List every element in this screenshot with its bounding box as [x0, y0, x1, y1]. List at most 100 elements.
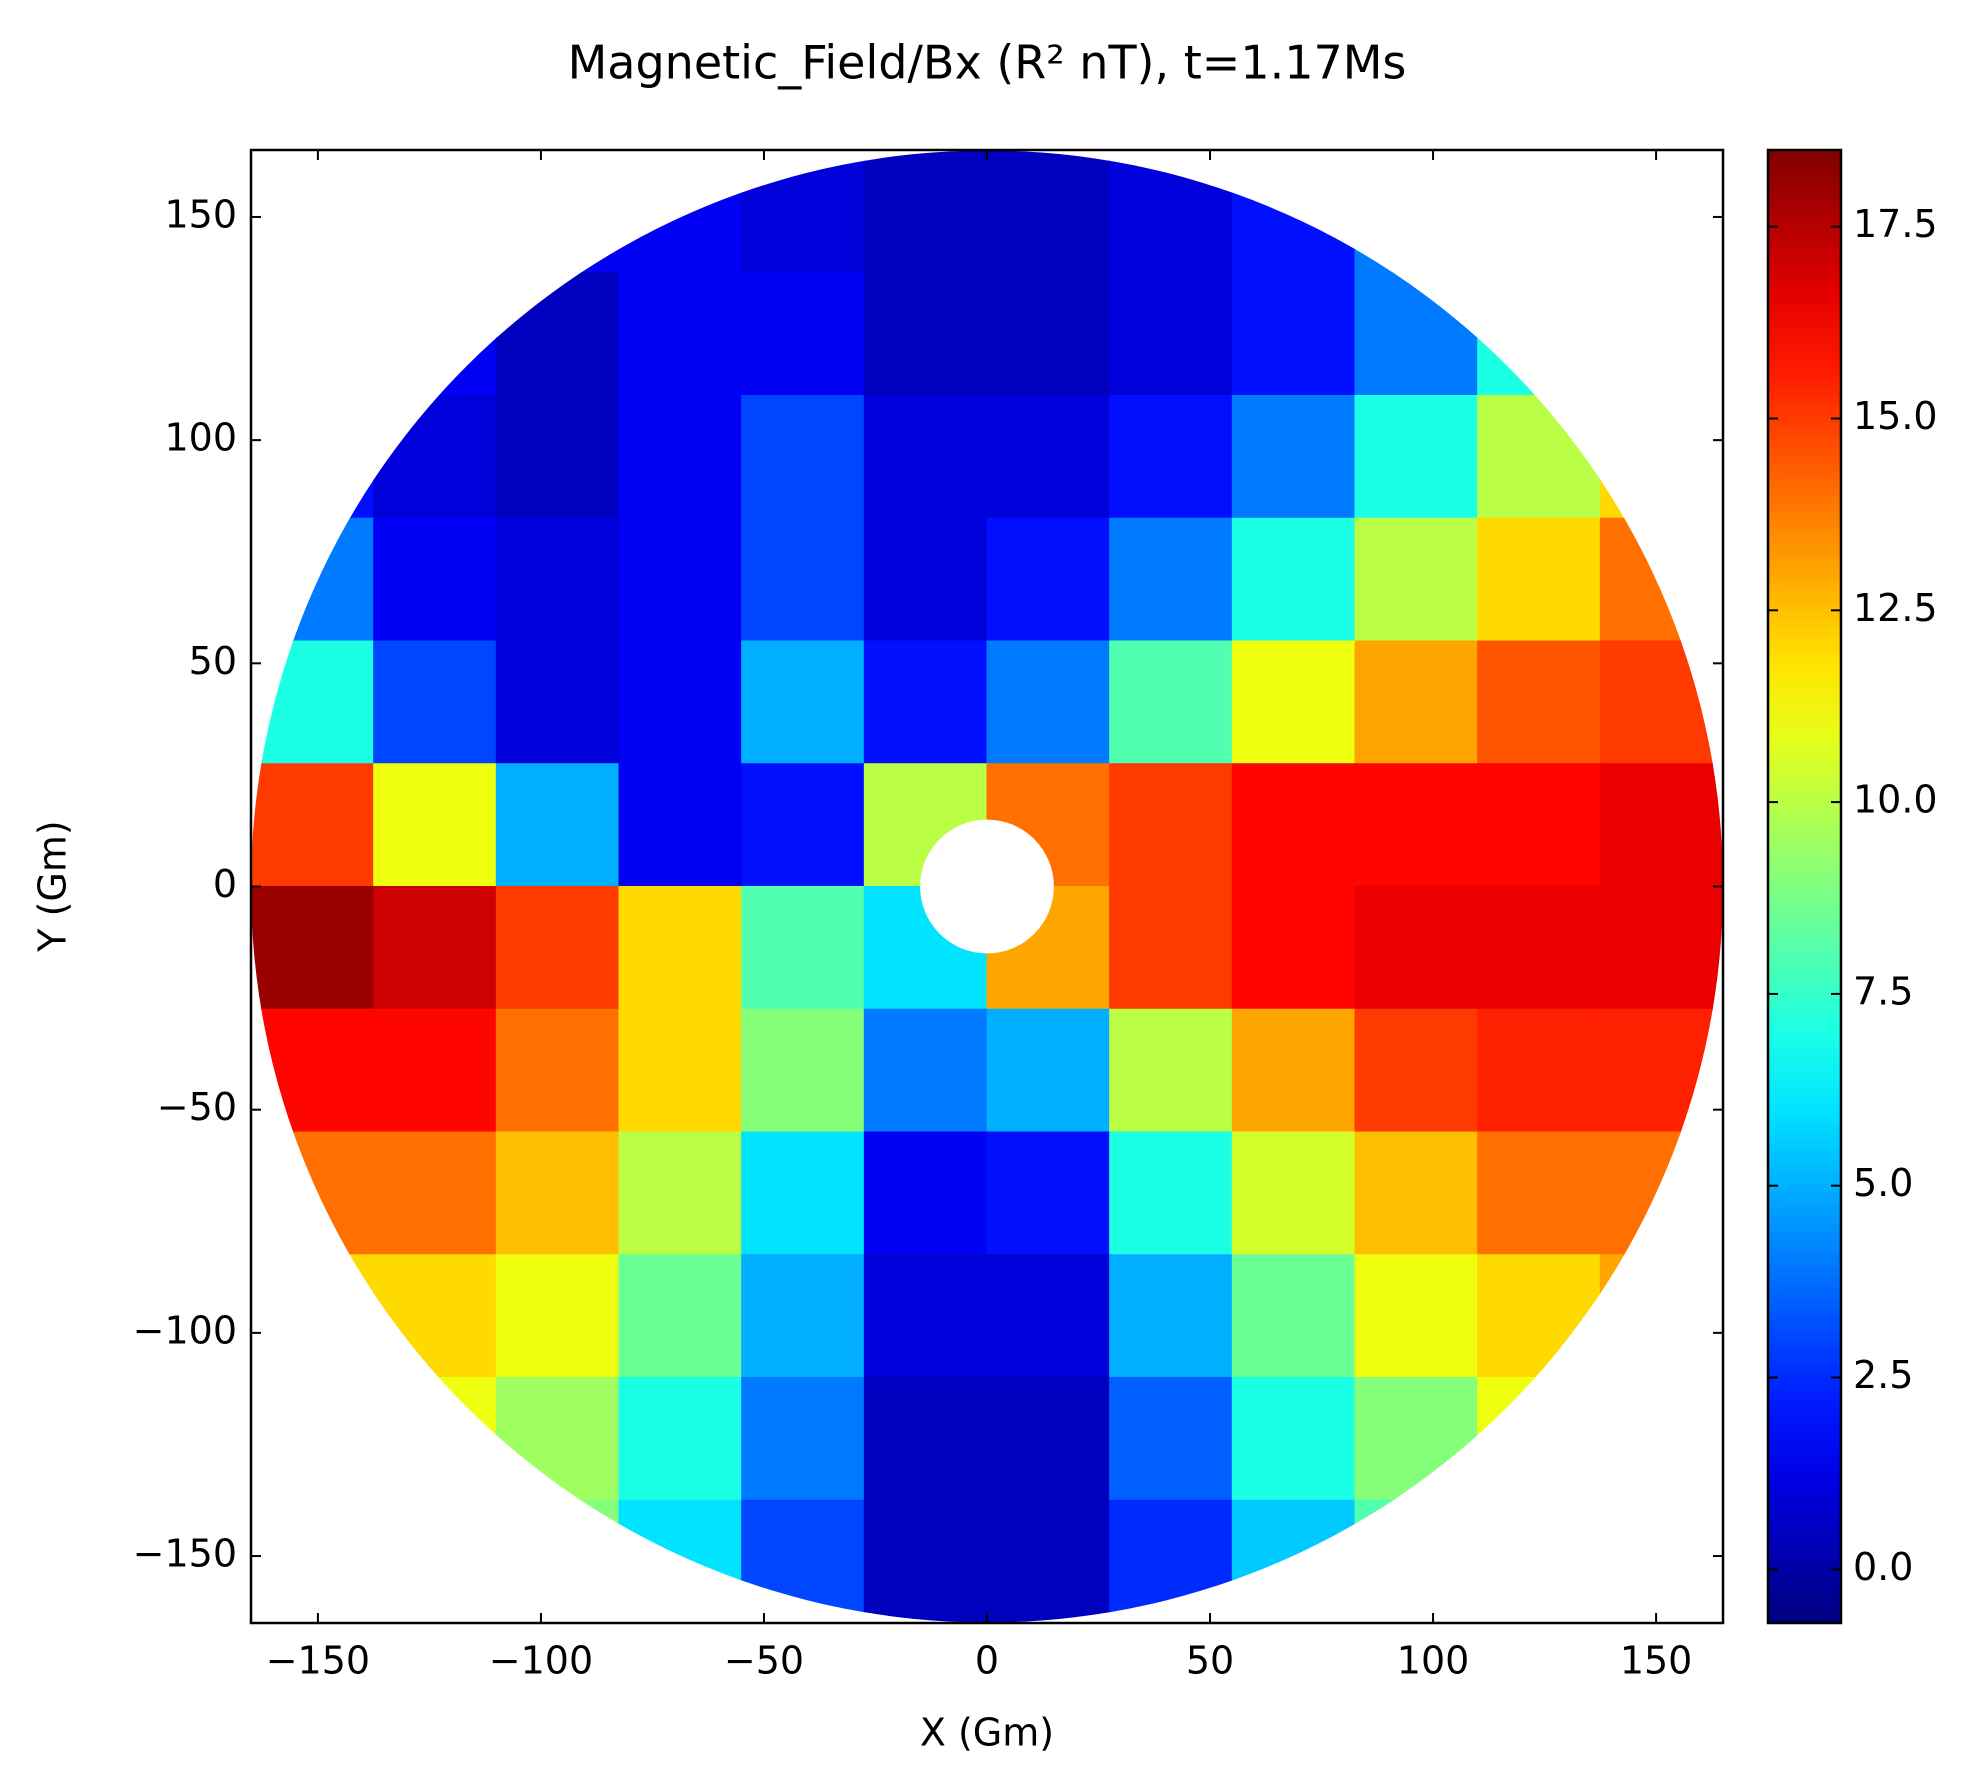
x-tick-label: 150 — [1620, 1639, 1693, 1683]
cell — [741, 1254, 865, 1378]
x-tick-label: 0 — [975, 1639, 999, 1683]
cell — [1354, 640, 1479, 765]
x-axis-label: X (Gm) — [920, 1711, 1054, 1755]
cell — [863, 150, 988, 274]
cell — [373, 1131, 497, 1256]
cell — [741, 886, 865, 1010]
colorbar-tick-label: 15.0 — [1853, 394, 1938, 438]
cell — [1231, 150, 1356, 274]
cell — [251, 1008, 375, 1133]
cell — [1477, 763, 1601, 887]
cell — [1477, 1131, 1601, 1256]
cell — [251, 1131, 375, 1256]
cell — [1354, 150, 1479, 274]
cell — [1231, 1008, 1356, 1133]
cell — [373, 1008, 497, 1133]
cell — [618, 395, 743, 519]
colorbar — [1766, 148, 1843, 1625]
cell — [1354, 1377, 1479, 1501]
cell — [618, 640, 743, 765]
cell — [373, 763, 497, 887]
y-tick-label: −50 — [157, 1085, 237, 1129]
cell — [1231, 1377, 1356, 1501]
cell — [863, 272, 988, 396]
cell — [251, 763, 375, 887]
cell — [1599, 640, 1723, 765]
cell — [1109, 1254, 1233, 1378]
cell — [495, 1254, 620, 1378]
inner-boundary — [920, 819, 1054, 954]
cell — [741, 150, 865, 274]
colorbar-tick-label: 17.5 — [1853, 202, 1938, 246]
cell — [986, 517, 1111, 642]
cell — [741, 1377, 865, 1501]
cell — [618, 272, 743, 396]
cell — [1231, 763, 1356, 887]
cell — [986, 1008, 1111, 1133]
cell — [1109, 272, 1233, 396]
cell — [495, 1377, 620, 1501]
cell — [1231, 272, 1356, 396]
cell — [495, 1008, 620, 1133]
colorbar-tick-label: 2.5 — [1853, 1353, 1913, 1397]
cell — [741, 1131, 865, 1256]
x-tick-label: −100 — [489, 1639, 593, 1683]
cell — [1477, 395, 1601, 519]
x-tick-label: −150 — [266, 1639, 370, 1683]
y-tick-label: 0 — [213, 862, 237, 906]
cell — [986, 395, 1111, 519]
y-tick-label: −150 — [133, 1532, 237, 1576]
cell — [1477, 886, 1601, 1010]
cell — [1477, 1008, 1601, 1133]
cell — [1599, 763, 1723, 887]
cell — [618, 517, 743, 642]
cell — [1109, 640, 1233, 765]
cell — [1477, 1254, 1601, 1378]
cell — [1354, 763, 1479, 887]
cell — [618, 1131, 743, 1256]
cell — [1231, 1499, 1356, 1623]
cell — [373, 395, 497, 519]
cell — [1109, 517, 1233, 642]
cell — [863, 1377, 988, 1501]
colorbar-tick-label: 5.0 — [1853, 1161, 1913, 1205]
cell — [618, 763, 743, 887]
cell — [1354, 272, 1479, 396]
cell — [863, 1499, 988, 1623]
y-tick-label: −100 — [133, 1308, 237, 1352]
cell — [1354, 1499, 1479, 1623]
cell — [1599, 1254, 1723, 1378]
cell — [1599, 1008, 1723, 1133]
cell — [1599, 886, 1723, 1010]
cell — [986, 1131, 1111, 1256]
x-tick-label: 50 — [1186, 1639, 1234, 1683]
cell — [1599, 517, 1723, 642]
cell — [373, 1254, 497, 1378]
cell — [495, 272, 620, 396]
cell — [1354, 1254, 1479, 1378]
cell — [495, 395, 620, 519]
cell — [1231, 517, 1356, 642]
cell — [1477, 1377, 1601, 1501]
cell — [1231, 395, 1356, 519]
cell — [1109, 1499, 1233, 1623]
cell — [1477, 517, 1601, 642]
cell — [1354, 517, 1479, 642]
cell — [1109, 1377, 1233, 1501]
cell — [251, 1254, 375, 1378]
cell — [618, 1008, 743, 1133]
cell — [495, 150, 620, 274]
cell — [986, 640, 1111, 765]
colorbar-tick-label: 0.0 — [1853, 1545, 1913, 1589]
cell — [1354, 1008, 1479, 1133]
cell — [863, 1131, 988, 1256]
cell — [618, 150, 743, 274]
cell — [1231, 1131, 1356, 1256]
cell — [863, 1254, 988, 1378]
cell — [1477, 272, 1601, 396]
cell — [495, 517, 620, 642]
y-tick-label: 100 — [164, 416, 237, 460]
cell — [986, 272, 1111, 396]
cell — [1231, 886, 1356, 1010]
